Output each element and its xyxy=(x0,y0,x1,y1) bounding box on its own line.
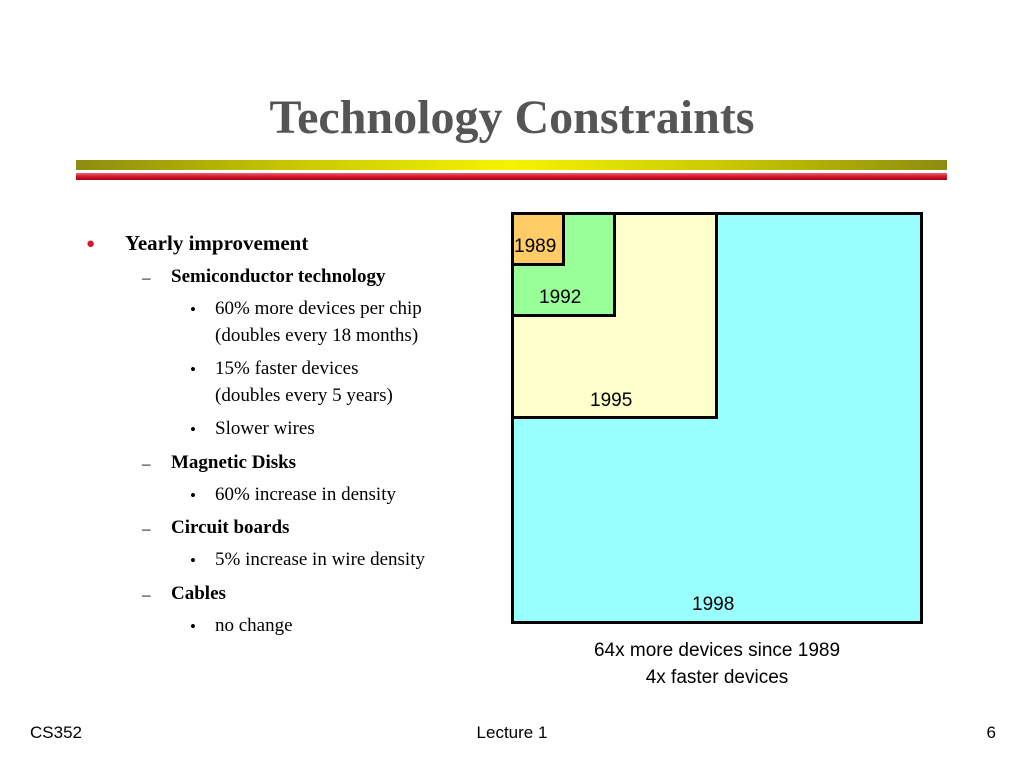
item-slower-wires: Slower wires xyxy=(215,418,315,439)
footer-page-number: 6 xyxy=(986,723,996,742)
label-1992: 1992 xyxy=(539,287,582,308)
sub-bullet-circuit-boards: Circuit boards xyxy=(171,517,290,538)
item-devices-per-chip: 60% more devices per chip xyxy=(215,298,422,319)
bullet-icon: • xyxy=(190,360,196,379)
bullet-icon: • xyxy=(190,300,196,319)
label-1989: 1989 xyxy=(514,236,557,257)
bullet-icon: • xyxy=(190,486,196,505)
caption-devices: 64x more devices since 1989 xyxy=(593,640,841,661)
title-underline-gold xyxy=(76,160,947,170)
bullet-icon: • xyxy=(190,617,196,636)
item-faster-devices-note: (doubles every 5 years) xyxy=(215,385,393,406)
item-wire-density: 5% increase in wire density xyxy=(215,549,425,570)
item-no-change: no change xyxy=(215,615,293,636)
bullet-yearly-improvement: Yearly improvement xyxy=(125,231,309,255)
dash-icon: – xyxy=(142,519,151,538)
label-1998: 1998 xyxy=(692,594,735,615)
dash-icon: – xyxy=(142,268,151,287)
item-density-increase: 60% increase in density xyxy=(215,484,396,505)
slide-title: Technology Constraints xyxy=(269,91,755,144)
bullet-icon: • xyxy=(190,420,196,439)
item-devices-per-chip-note: (doubles every 18 months) xyxy=(215,325,419,346)
item-faster-devices: 15% faster devices xyxy=(215,358,359,379)
bullet-dot-icon: ● xyxy=(86,236,96,252)
title-underline-red xyxy=(76,173,947,180)
sub-bullet-semiconductor: Semiconductor technology xyxy=(171,266,386,287)
box-1989 xyxy=(511,212,565,266)
label-1995: 1995 xyxy=(590,390,633,411)
footer-lecture: Lecture 1 xyxy=(476,723,548,742)
dash-icon: – xyxy=(142,454,151,473)
bullet-icon: • xyxy=(190,551,196,570)
dash-icon: – xyxy=(142,585,151,604)
footer-course: CS352 xyxy=(30,723,82,742)
caption-speed: 4x faster devices xyxy=(645,667,789,688)
sub-bullet-cables: Cables xyxy=(171,583,226,604)
sub-bullet-magnetic-disks: Magnetic Disks xyxy=(171,452,297,473)
